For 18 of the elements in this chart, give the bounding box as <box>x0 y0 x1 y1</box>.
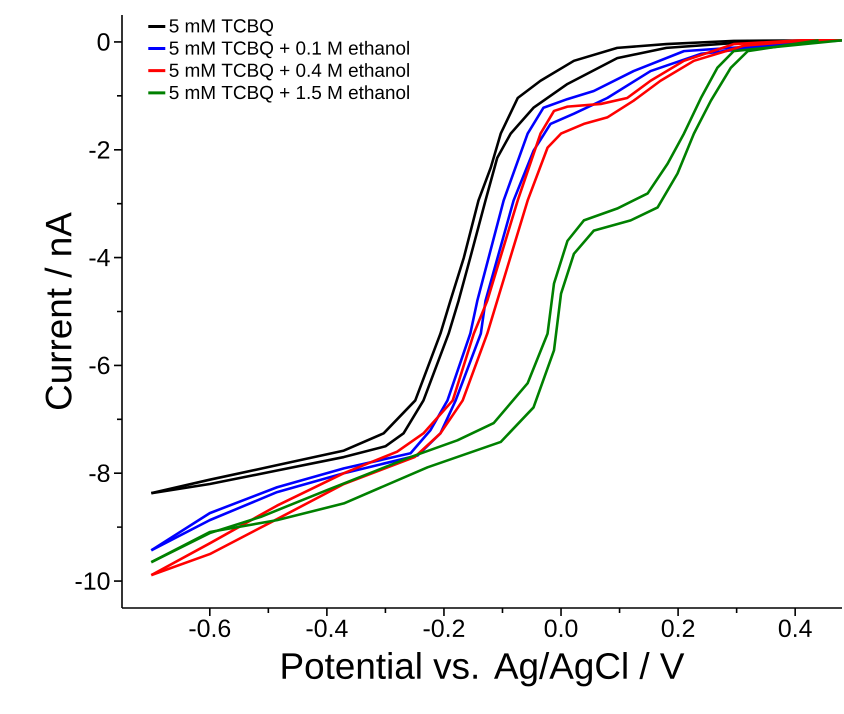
legend-label: 5 mM TCBQ + 0.4 M ethanol <box>170 63 409 80</box>
x-tick-label: -0.4 <box>306 620 348 638</box>
y-tick-label: -6 <box>89 356 110 374</box>
x-axis-title: Potential vs. Ag/AgCl / V <box>282 652 684 686</box>
x-tick-label: 0.2 <box>662 620 694 638</box>
legend-label: 5 mM TCBQ <box>170 19 274 36</box>
legend-label: 5 mM TCBQ + 0.1 M ethanol <box>170 40 409 58</box>
y-tick-label: -10 <box>76 572 110 590</box>
y-axis-title: Current / nA <box>44 212 72 409</box>
legend-label: 5 mM TCBQ + 1.5 M ethanol <box>170 85 409 103</box>
y-tick-label: -8 <box>89 464 110 482</box>
x-tick-label: -0.6 <box>189 620 230 638</box>
y-tick-label: -4 <box>89 249 110 266</box>
x-tick-label: -0.2 <box>424 620 464 638</box>
x-tick-label: 0.4 <box>778 620 812 638</box>
y-tick-label: 0 <box>98 33 110 51</box>
x-tick-label: 0.0 <box>544 620 578 638</box>
y-tick-label: -2 <box>89 141 110 158</box>
